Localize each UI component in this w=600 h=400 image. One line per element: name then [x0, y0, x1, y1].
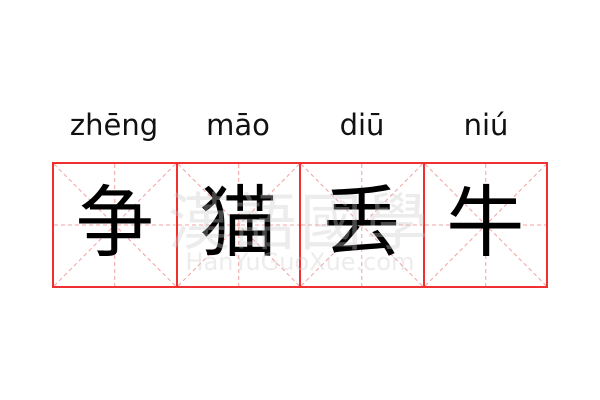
guide-lines [425, 164, 547, 286]
character: 丢 [322, 178, 401, 269]
pinyin-3: diū [339, 108, 385, 142]
character-cell: 牛 [425, 164, 547, 286]
guide-lines [301, 164, 423, 286]
character: 争 [75, 178, 154, 269]
pinyin-4: niú [463, 108, 509, 142]
pinyin-1: zhēng [69, 108, 159, 142]
character: 猫 [199, 178, 278, 269]
character-cell: 争 [54, 164, 178, 286]
character-cell: 猫 [178, 164, 301, 286]
pinyin-2: māo [206, 108, 270, 142]
guide-lines [178, 164, 300, 286]
guide-lines [54, 164, 176, 286]
character-grid: 争 猫 丢 牛 [52, 162, 548, 288]
character: 牛 [446, 178, 525, 269]
character-cell: 丢 [301, 164, 425, 286]
